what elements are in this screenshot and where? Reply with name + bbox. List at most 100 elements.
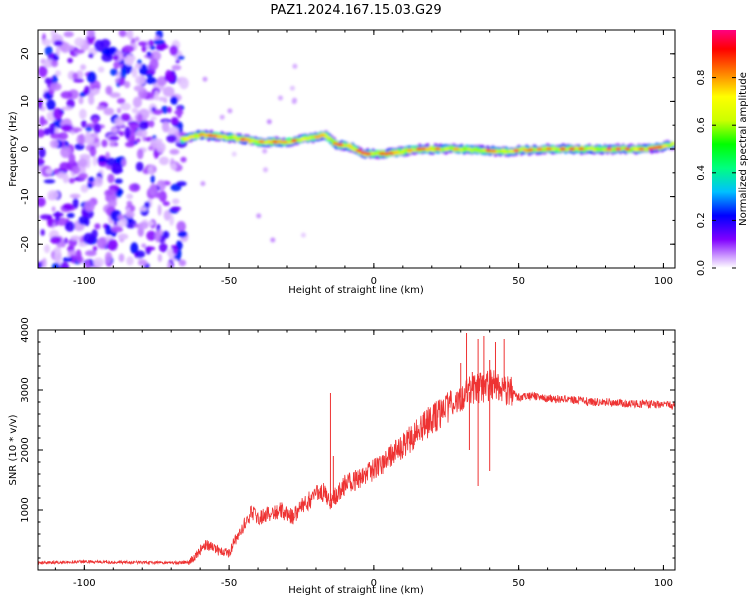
noise-blob: [130, 242, 139, 254]
noise-blob: [47, 217, 54, 228]
noise-blob: [92, 117, 99, 125]
ridge-peak: [346, 145, 353, 148]
noise-blob: [175, 59, 180, 64]
noise-blob: [38, 197, 46, 207]
y-tick-label: 2000: [20, 437, 31, 462]
noise-blob: [300, 232, 306, 238]
ridge-peak: [568, 147, 576, 151]
noise-blob: [124, 126, 131, 139]
x-tick-label: -100: [73, 276, 96, 287]
noise-blob: [60, 261, 70, 268]
noise-blob: [60, 42, 71, 53]
noise-blob: [43, 179, 56, 184]
noise-blob: [219, 114, 225, 120]
x-tick-label: 50: [512, 276, 525, 287]
noise-blob: [43, 244, 51, 254]
ridge-peak: [452, 147, 460, 151]
noise-blob: [80, 64, 87, 71]
y-tick-label: -10: [20, 188, 31, 204]
ridge-peak: [216, 134, 223, 138]
noise-blob: [138, 221, 149, 230]
noise-blob: [111, 226, 124, 233]
noise-blob: [113, 221, 118, 226]
noise-blob: [92, 155, 97, 167]
noise-blob: [177, 230, 188, 238]
ridge-peak: [244, 138, 251, 142]
noise-blob: [68, 153, 76, 164]
noise-blob: [55, 70, 61, 77]
noise-blob: [55, 45, 61, 56]
noise-blob: [124, 81, 131, 89]
noise-blob: [53, 40, 63, 47]
noise-blob: [116, 107, 122, 114]
noise-blob: [137, 259, 148, 267]
ridge-peak: [258, 140, 265, 144]
x-tick-label: -100: [73, 578, 96, 589]
noise-blob: [70, 235, 81, 241]
noise-blob: [160, 118, 171, 124]
noise-blob: [107, 239, 118, 251]
noise-blob: [93, 257, 105, 268]
noise-blob: [85, 157, 91, 169]
noise-blob: [120, 113, 131, 122]
x-tick-label: 50: [512, 578, 525, 589]
ridge-peak: [490, 149, 497, 153]
noise-blob: [138, 120, 149, 131]
noise-blob: [110, 126, 118, 134]
ridge-peak: [661, 144, 668, 148]
noise-blob: [78, 242, 88, 248]
noise-blob: [72, 78, 84, 83]
noise-blob: [289, 85, 295, 91]
noise-blob: [161, 121, 170, 133]
ridge-peak: [605, 147, 613, 151]
noise-blob: [152, 109, 163, 115]
ridge-peak: [267, 140, 274, 144]
noise-blob: [135, 161, 144, 172]
noise-blob: [116, 98, 126, 104]
noise-blob: [86, 30, 95, 38]
noise-blob: [69, 193, 81, 199]
noise-blob: [172, 198, 180, 205]
noise-blob: [129, 183, 141, 192]
ridge-peak: [272, 140, 279, 144]
noise-blob: [98, 66, 105, 73]
noise-blob: [170, 206, 181, 212]
noise-blob: [150, 50, 162, 62]
noise-blob: [51, 60, 59, 68]
noise-blob: [79, 108, 87, 120]
noise-blob: [148, 120, 155, 128]
noise-blob: [88, 53, 94, 59]
ridge-peak: [485, 149, 492, 152]
noise-blob: [63, 31, 74, 38]
snr-series: [38, 333, 675, 566]
noise-blob: [174, 110, 184, 115]
noise-blob: [103, 107, 115, 116]
noise-blob: [54, 250, 62, 263]
noise-blob: [146, 220, 155, 226]
noise-blob: [154, 230, 161, 243]
spectrogram-xlabel: Height of straight line (km): [288, 285, 424, 296]
noise-blob: [176, 221, 186, 232]
noise-blob: [86, 71, 97, 84]
noise-blob: [63, 237, 68, 244]
noise-blob: [85, 259, 91, 268]
noise-blob: [42, 257, 47, 268]
noise-blob: [45, 168, 53, 175]
noise-blob: [109, 92, 121, 98]
ridge-peak: [638, 147, 645, 151]
ridge-peak: [300, 137, 307, 141]
ridge-blob: [399, 151, 405, 155]
noise-blob: [180, 156, 187, 163]
noise-blob: [104, 251, 113, 264]
noise-blob: [118, 77, 126, 86]
y-tick-label: -20: [20, 236, 31, 252]
noise-blob: [148, 146, 154, 151]
noise-blob: [115, 78, 120, 83]
noise-blob: [44, 45, 53, 57]
noise-blob: [105, 85, 113, 96]
noise-blob: [131, 107, 139, 114]
noise-blob: [118, 253, 125, 263]
noise-blob: [127, 55, 136, 61]
noise-blob: [61, 106, 73, 111]
noise-blob: [39, 115, 46, 127]
